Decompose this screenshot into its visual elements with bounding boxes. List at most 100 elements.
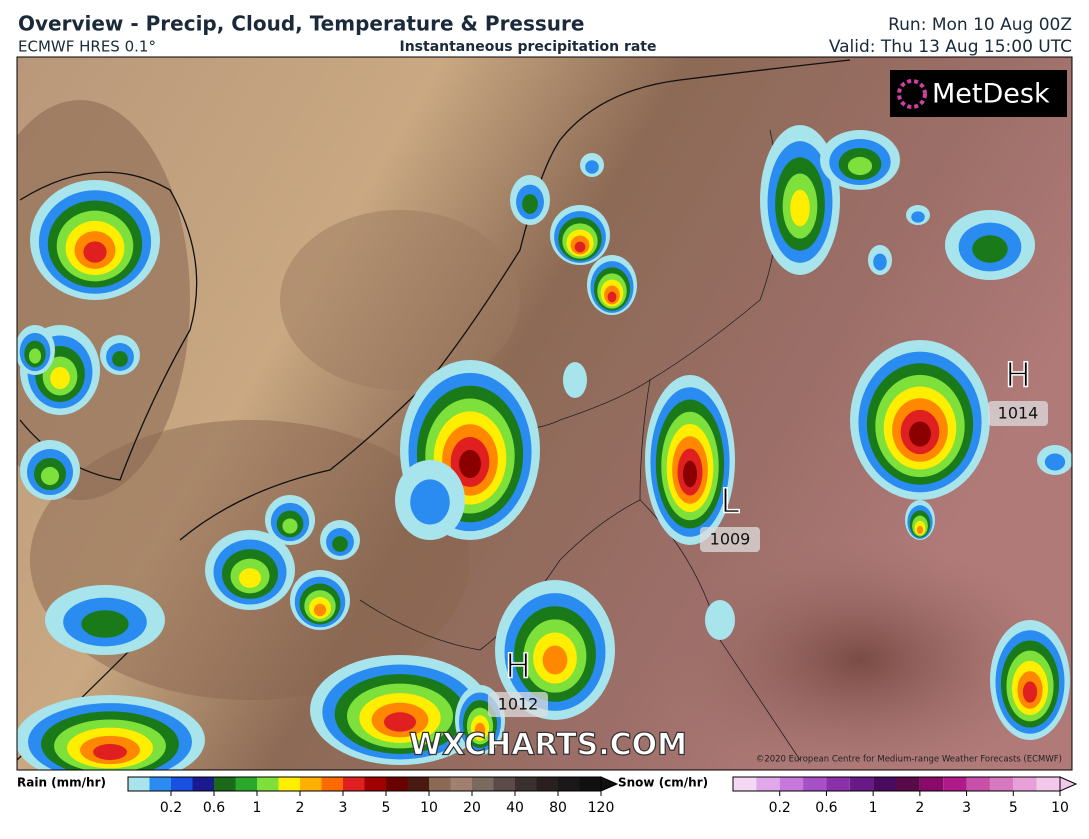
legend-swatch	[919, 777, 944, 791]
precip-cell	[916, 525, 924, 535]
precip-cell	[459, 449, 481, 479]
legend-tick-label: 1	[253, 800, 262, 816]
pressure-box	[700, 527, 760, 552]
legend-swatch	[214, 777, 236, 791]
subtitle: Instantaneous precipitation rate	[400, 39, 657, 55]
coastline	[19, 171, 198, 481]
legend-tick-label: 0.6	[203, 800, 225, 816]
precip-cell	[474, 722, 486, 738]
legend-tick-label: 0.6	[815, 800, 837, 816]
pressure-letter: H	[1005, 356, 1031, 396]
precip-cell	[574, 241, 586, 253]
border	[359, 379, 651, 651]
precip-cell	[383, 712, 417, 732]
precip-cell	[332, 536, 348, 552]
legend: 0.2 0.6 1 2 3 5 10 20 40 80 120 0.2 0.6 1 2 3 5 10	[127, 776, 1078, 816]
legend-swatch	[149, 777, 171, 791]
map: MetDesk WXCHARTS.COM ©2020 European Cent…	[17, 57, 1072, 770]
logo-box	[890, 70, 1067, 117]
title: Overview - Precip, Cloud, Temperature & …	[18, 12, 584, 36]
legend-tick-label: 3	[962, 800, 971, 816]
precip-cell	[1044, 453, 1066, 471]
pressure-box	[988, 401, 1048, 426]
pressure-letter: L	[721, 482, 740, 522]
legend-swatch	[364, 777, 386, 791]
precip-cell	[542, 645, 568, 675]
legend-swatch	[472, 777, 494, 791]
legend-swatch	[386, 777, 408, 791]
legend-tick-label: 2	[915, 800, 924, 816]
precip-cell	[522, 194, 538, 214]
pressure-value: 1009	[710, 530, 751, 549]
precip-cell	[1022, 681, 1038, 703]
precip-cell	[682, 460, 698, 488]
legend-frame	[127, 776, 602, 792]
legend-tick-label: 20	[463, 800, 481, 816]
precip-cell	[83, 241, 107, 263]
legend-swatch	[300, 777, 322, 791]
logo: MetDesk	[932, 79, 1050, 110]
terrain	[280, 210, 520, 390]
legend-swatch	[450, 777, 472, 791]
precip-cell	[909, 421, 931, 447]
legend-swatch	[343, 777, 365, 791]
precip-cell	[563, 362, 587, 398]
precip-cell	[972, 235, 1008, 263]
legend-swatch	[278, 777, 300, 791]
precip-cell	[705, 600, 735, 640]
precip-cell	[313, 603, 327, 617]
legend-swatch	[803, 777, 827, 791]
watermark: WXCHARTS.COM	[409, 728, 687, 763]
legend-swatch	[536, 777, 558, 791]
legend-tick-label: 2	[296, 800, 305, 816]
legend-swatch	[849, 777, 874, 791]
precip-cell	[585, 160, 599, 174]
precip-cell	[607, 291, 617, 303]
legend-swatch	[171, 777, 193, 791]
coastline	[179, 59, 851, 541]
legend-tick-label: 10	[420, 800, 438, 816]
legend-swatch	[321, 777, 343, 791]
legend-swatch	[192, 777, 214, 791]
precip-cell	[847, 156, 873, 176]
run: Run: Mon 10 Aug 00Z	[888, 15, 1072, 35]
legend-frame	[732, 776, 1061, 792]
valid: Valid: Thu 13 Aug 15:00 UTC	[829, 37, 1072, 57]
pressure-letter: H	[505, 647, 531, 687]
legend-swatch	[826, 777, 850, 791]
legend-swatch	[989, 777, 1014, 791]
pressure-value: 1012	[498, 695, 539, 714]
legend-tick-label: 3	[339, 800, 348, 816]
pressure-value: 1014	[998, 404, 1039, 423]
legend-swatch	[579, 777, 601, 791]
precip-cell	[112, 351, 128, 367]
legend-tick-label: 0.2	[160, 800, 182, 816]
legend-tick-label: 80	[549, 800, 567, 816]
precip-cell	[282, 518, 298, 534]
legend-swatch	[966, 777, 990, 791]
legend-swatch	[558, 777, 580, 791]
terrain	[660, 540, 1060, 770]
precip-cell	[93, 743, 127, 761]
precip-cell	[911, 211, 925, 223]
legend-arrow	[1059, 776, 1078, 792]
legend-tick-label: 5	[1009, 800, 1018, 816]
model: ECMWF HRES 0.1°	[18, 38, 156, 56]
legend-arrow	[600, 776, 619, 792]
map-frame	[16, 56, 1073, 771]
legend-tick-label: 1	[869, 800, 878, 816]
legend-swatch	[873, 777, 897, 791]
legend-tick-label: 40	[506, 800, 524, 816]
legend-swatch	[1013, 777, 1037, 791]
precip-cell	[28, 348, 42, 364]
precip-cell	[238, 568, 262, 588]
legend-swatch	[128, 777, 150, 791]
precip-cell	[40, 466, 60, 486]
snow-legend-title: Snow (cm/hr)	[618, 776, 708, 790]
legend-swatch	[515, 777, 537, 791]
precip-cell	[50, 366, 70, 390]
copyright: ©2020 European Centre for Medium-range W…	[756, 755, 1062, 765]
precip-cell	[81, 610, 129, 638]
legend-swatch	[896, 777, 920, 791]
